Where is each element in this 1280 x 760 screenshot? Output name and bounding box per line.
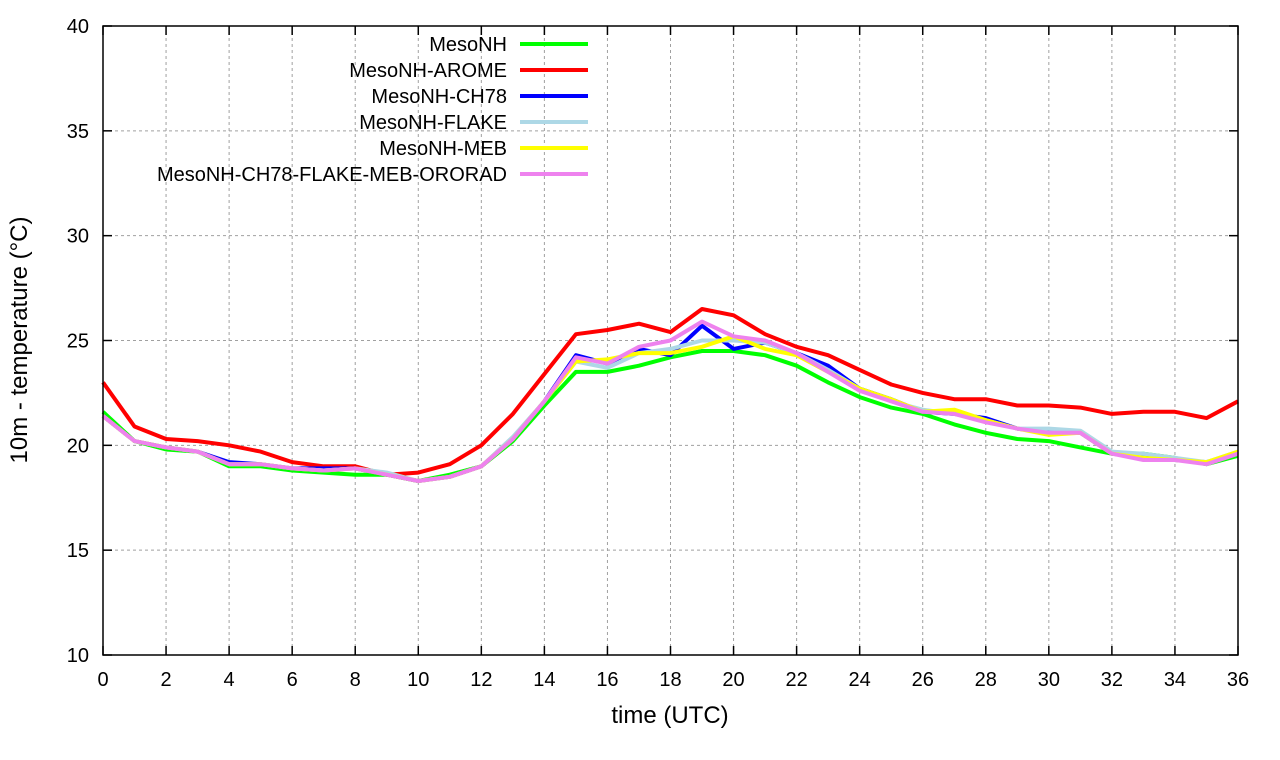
x-tick-label: 36 [1227,669,1249,691]
y-tick-label: 30 [67,226,89,248]
y-tick-label: 25 [67,331,89,353]
series-line-mesonh-ch78-flake-meb-ororad [101,319,1239,483]
x-tick-label: 8 [350,669,361,691]
legend: MesoNH MesoNH-AROME MesoNH-CH78 MesoNH-FLAK… [157,34,588,186]
x-tick-label: 30 [1038,669,1060,691]
legend-label-mesonh-flake: MesoNH-FLAKE [359,112,507,134]
y-axis-label: 10m - temperature (°C) [6,217,33,464]
grid-lines [103,26,1238,655]
series-line-mesonh-arome [101,307,1239,477]
legend-label-mesonh-meb: MesoNH-MEB [379,138,507,160]
x-tick-label: 28 [975,669,997,691]
axis-ticks: 0 2 4 6 8 10 12 14 16 18 20 22 24 26 28 30 32 34 361015202… [67,16,1249,691]
x-axis-label: time (UTC) [611,702,728,729]
x-tick-label: 24 [849,669,871,691]
x-tick-label: 18 [659,669,681,691]
x-tick-label: 16 [596,669,618,691]
x-tick-label: 6 [287,669,298,691]
x-tick-label: 20 [722,669,744,691]
x-tick-label: 22 [785,669,807,691]
x-tick-label: 4 [224,669,235,691]
y-tick-label: 15 [67,540,89,562]
x-tick-label: 34 [1164,669,1186,691]
x-tick-label: 0 [97,669,108,691]
x-tick-label: 12 [470,669,492,691]
x-tick-label: 10 [407,669,429,691]
y-tick-label: 40 [67,16,89,38]
x-tick-label: 14 [533,669,555,691]
x-tick-label: 2 [160,669,171,691]
x-tick-label: 26 [912,669,934,691]
y-tick-label: 35 [67,121,89,143]
series-line-mesonh [101,349,1239,483]
x-tick-label: 32 [1101,669,1123,691]
y-tick-label: 10 [67,645,89,667]
series-lines [101,307,1239,483]
y-tick-label: 20 [67,435,89,457]
legend-label-mesonh: MesoNH [429,34,507,56]
legend-label-mesonh-ch78-flake-meb-ororad: MesoNH-CH78-FLAKE-MEB-ORORAD [157,164,507,186]
legend-label-mesonh-arome: MesoNH-AROME [349,60,507,82]
legend-label-mesonh-ch78: MesoNH-CH78 [371,86,507,108]
